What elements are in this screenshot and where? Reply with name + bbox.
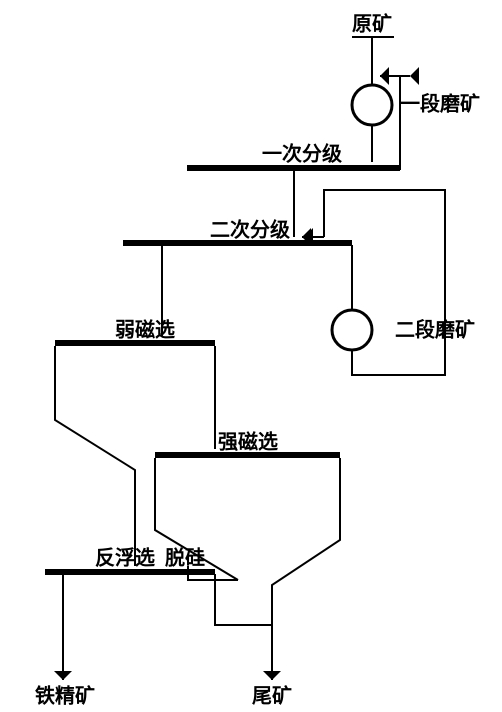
arrowhead [263, 671, 281, 680]
route-flot-right-to-tail [215, 574, 272, 625]
route-strong-right-to-tail [272, 458, 340, 680]
arrowhead [380, 67, 389, 85]
node-grind2 [332, 310, 372, 350]
label-tail: 尾矿 [252, 684, 292, 708]
flowchart-canvas: 原矿一段磨矿一次分级二次分级二段磨矿 弱磁选强磁选反浮选脱硅铁精矿 尾矿 [0, 0, 502, 712]
label-class1: 一次分级 [262, 142, 342, 166]
label-grind2: 二段磨矿 [395, 318, 475, 342]
label-raw: 原矿 [352, 12, 392, 36]
label-grind1: 一段磨矿 [400, 92, 480, 116]
arrowhead [410, 67, 419, 85]
node-grind1 [352, 85, 392, 125]
route-class1-recycle [400, 76, 410, 170]
arrowhead [54, 671, 72, 680]
label-flot: 反浮选 [95, 546, 155, 570]
label-desil: 脱硅 [165, 546, 205, 570]
label-strongmag: 强磁选 [218, 430, 278, 454]
label-weakmag: 弱磁选 [115, 318, 175, 342]
label-class2: 二次分级 [210, 218, 290, 242]
route-weakmag-left-down [55, 346, 135, 566]
label-conc: 铁精矿 [35, 684, 95, 708]
